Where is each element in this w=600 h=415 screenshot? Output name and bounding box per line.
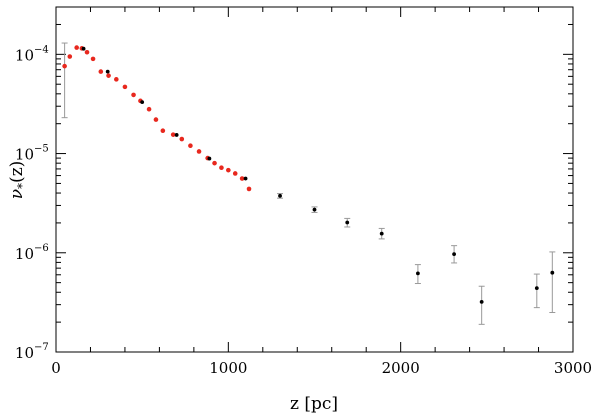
y-tick-label-exponent: −6	[34, 243, 49, 254]
black-data-point	[243, 176, 248, 181]
black-data-point	[479, 299, 484, 304]
black-data-point	[207, 156, 212, 161]
x-tick-label: 1000	[209, 359, 247, 377]
black-data-point	[278, 193, 282, 198]
red-data-point	[74, 45, 79, 50]
red-data-point	[62, 63, 67, 69]
y-tick-label-exponent: −5	[34, 144, 49, 155]
y-tick-label-base: 10	[15, 146, 34, 164]
y-tick-label: 10	[15, 344, 34, 362]
y-tick-label-base: 10	[15, 245, 34, 263]
red-data-point	[131, 92, 136, 98]
black-data-point	[416, 271, 420, 276]
red-data-point	[84, 49, 90, 55]
x-tick-label: 0	[51, 359, 61, 377]
black-data-point	[81, 46, 86, 51]
red-data-point	[219, 165, 224, 171]
error-bars	[61, 42, 556, 325]
y-tick-label: 10	[15, 146, 34, 164]
red-data-point	[90, 56, 96, 62]
red-data-point	[196, 149, 202, 154]
red-data-point	[232, 171, 238, 176]
red-data-point	[67, 54, 73, 59]
black-data-point	[345, 220, 350, 225]
black-data-point	[452, 252, 456, 256]
red-data-point	[179, 136, 185, 142]
red-data-point	[188, 143, 193, 149]
black-data-point	[140, 100, 145, 105]
plot-frame	[55, 6, 574, 353]
red-data-point	[239, 176, 245, 181]
red-data-point	[226, 167, 231, 173]
y-tick-label-exponent: −7	[34, 342, 49, 353]
y-tick-label-base: 10	[15, 46, 34, 64]
black-data-point	[379, 231, 384, 236]
red-data-point	[146, 106, 152, 112]
y-tick-label: 10	[15, 46, 34, 64]
y-axis-title: ν*(z)	[7, 161, 29, 200]
red-data-point	[153, 117, 159, 122]
y-tick-label-base: 10	[15, 344, 34, 362]
y-tick-label: 10	[15, 245, 34, 263]
y-axis-title-argument: (z)	[7, 161, 27, 183]
red-data-point	[114, 77, 119, 82]
red-data-point	[212, 160, 217, 166]
black-data-point	[105, 69, 110, 74]
red-data-point	[98, 69, 104, 74]
red-data-point	[106, 73, 111, 78]
y-axis-title-symbol: ν	[7, 189, 27, 199]
black-data-point	[174, 133, 179, 137]
red-data-point	[160, 128, 166, 133]
red-data-point	[122, 84, 128, 90]
black-data-point	[312, 207, 317, 212]
axis-ticks	[55, 6, 574, 353]
y-tick-label-exponent: −4	[34, 44, 49, 55]
x-tick-label: 3000	[554, 359, 592, 377]
x-tick-label: 2000	[382, 359, 420, 377]
red-data-point	[170, 132, 176, 137]
black-data-point	[550, 270, 555, 275]
data-points	[62, 45, 555, 304]
x-axis-title: z [pc]	[290, 394, 338, 414]
y-axis-title-subscript: *	[15, 183, 29, 189]
black-data-point	[534, 286, 539, 291]
red-data-point	[246, 186, 252, 192]
